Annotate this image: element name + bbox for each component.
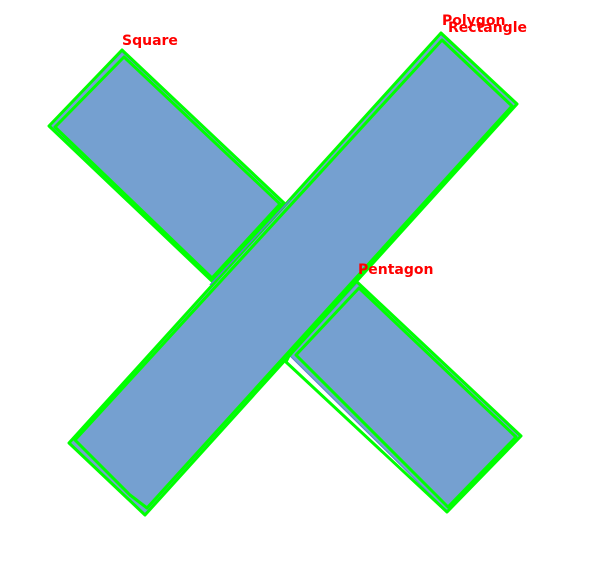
overlap-edge-line: [209, 199, 291, 286]
polygon-label: Polygon: [442, 13, 505, 29]
diagonal-edge-contour: [210, 202, 285, 284]
pentagon-label: Pentagon: [358, 262, 433, 278]
detected-contours: [47, 31, 523, 517]
shape-labels: Square Polygon Rectangle Pentagon: [122, 13, 527, 278]
pentagon-inner-contour: [294, 286, 518, 509]
rectangle-contour: [67, 31, 519, 517]
square-label: Square: [122, 33, 178, 49]
square-contour: [47, 48, 286, 285]
square-inner-contour: [53, 55, 282, 280]
rectangle-label: Rectangle: [448, 20, 527, 36]
shape-fills: [49, 33, 521, 515]
polygon-contour: [73, 38, 514, 510]
